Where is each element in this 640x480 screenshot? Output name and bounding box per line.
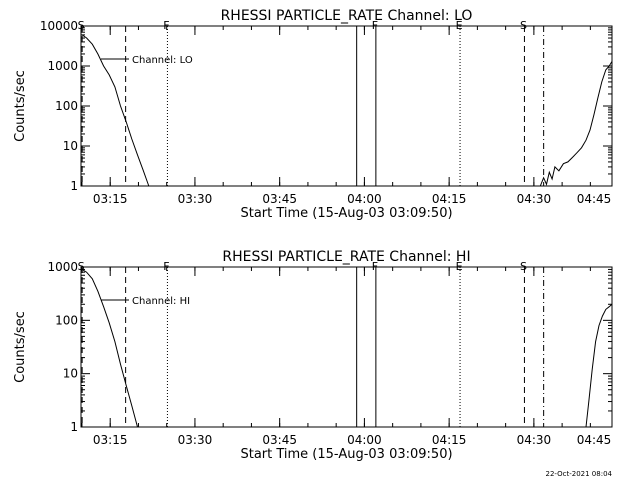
y-tick-label: 10 [63, 139, 78, 153]
series-line [81, 34, 150, 187]
x-axis-label: Start Time (15-Aug-03 03:09:50) [240, 447, 452, 462]
y-tick-label: 1 [70, 179, 78, 193]
y-axis-label: Counts/sec [13, 311, 28, 383]
series-line [585, 303, 613, 428]
series-line [81, 268, 138, 428]
chart-panel-1: RHESSI PARTICLE_RATE Channel: LO 1 10 100 10… [13, 8, 613, 221]
y-tick-label: 10 [63, 367, 78, 381]
chart-panel-2: RHESSI PARTICLE_RATE Channel: HI 1 10 100 10… [13, 249, 613, 462]
x-tick-label: 03:45 [262, 192, 297, 206]
event-marker-label: F [163, 260, 169, 273]
y-tick-label: 1000 [47, 260, 78, 274]
legend-label: Channel: LO [132, 55, 193, 66]
y-tick-label: 1000 [47, 59, 78, 73]
event-marker-label: F [372, 19, 378, 32]
y-axis-label: Counts/sec [13, 70, 28, 142]
x-tick-label: 03:15 [93, 192, 128, 206]
event-marker-label: E [456, 260, 463, 273]
x-tick-label: 04:00 [347, 433, 382, 447]
x-tick-label: 04:15 [432, 192, 467, 206]
x-tick-label: 04:30 [517, 433, 552, 447]
event-marker-label: S [78, 260, 85, 273]
event-marker-label: E [456, 19, 463, 32]
plot-frame [80, 266, 613, 428]
x-tick-label: 03:15 [93, 433, 128, 447]
y-tick-label: 100 [55, 99, 78, 113]
y-tick-label: 10000 [40, 19, 78, 33]
chart-panels: RHESSI PARTICLE_RATE Channel: LO11010010… [13, 8, 613, 462]
x-tick-label: 04:30 [517, 192, 552, 206]
event-marker-label: F [163, 19, 169, 32]
x-axis-label: Start Time (15-Aug-03 03:09:50) [240, 206, 452, 221]
x-tick-label: 03:30 [178, 433, 213, 447]
x-tick-label: 03:45 [262, 433, 297, 447]
event-marker-label: F [372, 260, 378, 273]
chart-title: RHESSI PARTICLE_RATE Channel: HI [222, 249, 470, 265]
date-stamp: 22-Oct-2021 08:04 [546, 470, 613, 478]
event-marker-label: S [520, 260, 527, 273]
x-tick-label: 03:30 [178, 192, 213, 206]
series-line [539, 61, 613, 187]
event-marker-label: S [78, 19, 85, 32]
x-tick-label: 04:00 [347, 192, 382, 206]
chart-title: RHESSI PARTICLE_RATE Channel: LO [221, 8, 473, 24]
x-tick-label: 04:45 [577, 192, 612, 206]
x-tick-label: 04:15 [432, 433, 467, 447]
legend-label: Channel: HI [132, 296, 190, 307]
x-tick-label: 04:45 [577, 433, 612, 447]
event-marker-label: S [520, 19, 527, 32]
y-tick-label: 100 [55, 313, 78, 327]
y-tick-label: 1 [70, 420, 78, 434]
